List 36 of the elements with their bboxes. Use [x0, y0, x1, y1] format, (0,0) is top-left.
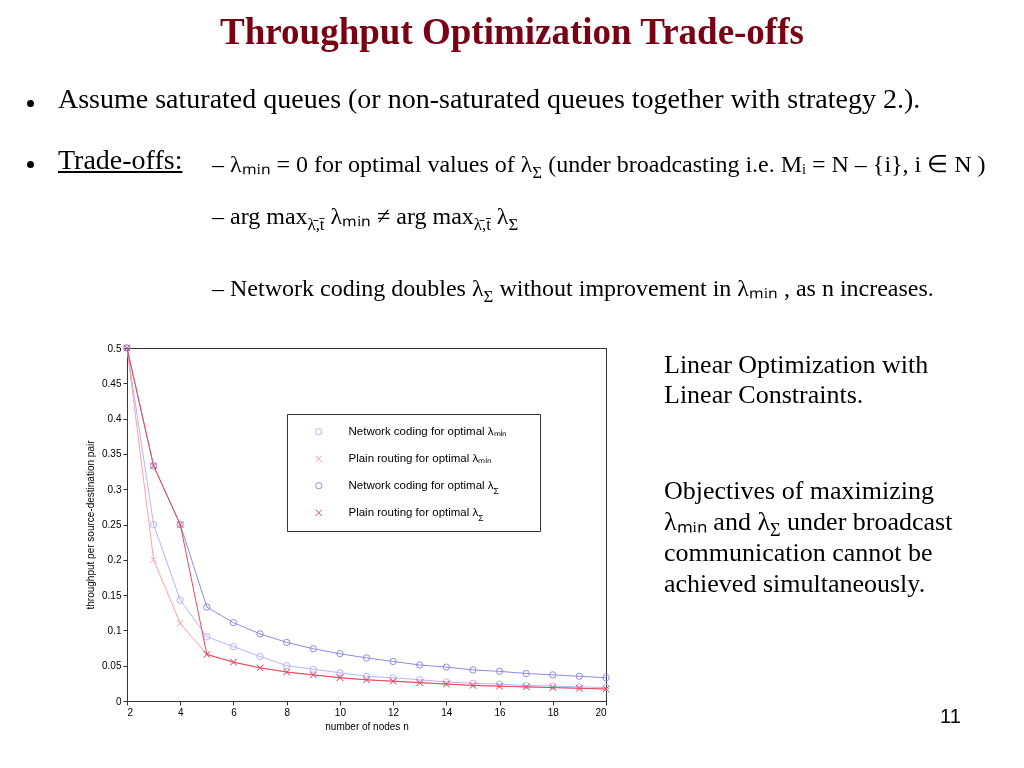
x-tick-label: 14: [441, 706, 453, 718]
text: 11: [940, 704, 961, 728]
y-tick-label: 0.25: [102, 519, 122, 530]
y-tick-label: 0.1: [107, 624, 122, 636]
legend-label: Network coding for optimal λ$_{Σ}$: [348, 478, 499, 496]
y-tick-label: 0.3: [107, 483, 122, 495]
text: – Network coding doubles λ$_{Σ}$ without improvement in λₘᵢₙ , as n increases.: [212, 274, 934, 306]
y-tick-label: 0.45: [102, 377, 122, 389]
legend-label: Plain routing for optimal λ$_{Σ}$: [348, 505, 484, 523]
text: – arg max$_{λ̄,t̄}$ λₘᵢₙ ≠ arg max$_{λ̄,t̄}$ λ$_{Σ}$: [212, 202, 519, 234]
legend-label: Network coding for optimal λₘᵢₙ: [348, 424, 508, 437]
y-tick-label: 0.05: [102, 660, 122, 672]
y-tick-label: 0.2: [107, 554, 122, 566]
text: – λₘᵢₙ = 0 for optimal values of λ$_{Σ}$ (under broadcasting i.e. Mᵢ = N – {i}, i ∈ N ): [212, 150, 986, 182]
legend-label: Plain routing for optimal λₘᵢₙ: [348, 451, 493, 464]
x-axis-title: number of nodes n: [325, 720, 409, 732]
x-tick-label: 6: [231, 706, 238, 718]
x-tick-label: 18: [547, 706, 560, 718]
y-tick-label: 0.5: [107, 342, 122, 354]
text: Linear Optimization with Linear Constraints.: [664, 350, 930, 410]
x-tick-label: 4: [177, 706, 184, 718]
x-tick-label: 12: [388, 706, 400, 718]
y-tick-label: 0.15: [102, 589, 122, 601]
y-tick-label: 0.4: [107, 413, 122, 425]
x-tick-label: 2: [127, 706, 134, 718]
text: Objectives of maximizing λₘᵢₙ and λ$_{Σ}$ under broadcast communication cannot be achieved simultaneously.: [664, 475, 954, 599]
text: Assume saturated queues (or non-saturated queues together with strategy 2.).: [58, 82, 921, 116]
x-tick-label: 10: [334, 706, 347, 718]
y-tick-label: 0.35: [102, 448, 122, 460]
text: Trade-offs:: [58, 143, 183, 177]
x-tick-label: 8: [284, 706, 291, 718]
y-axis-title: throughput per source-destination pair: [85, 439, 97, 610]
x-tick-label: 16: [494, 706, 507, 718]
x-tick-label: 20: [595, 706, 607, 718]
chart-title: Throughput Optimization Trade-offs: [219, 10, 805, 53]
y-tick-label: 0: [115, 695, 122, 707]
